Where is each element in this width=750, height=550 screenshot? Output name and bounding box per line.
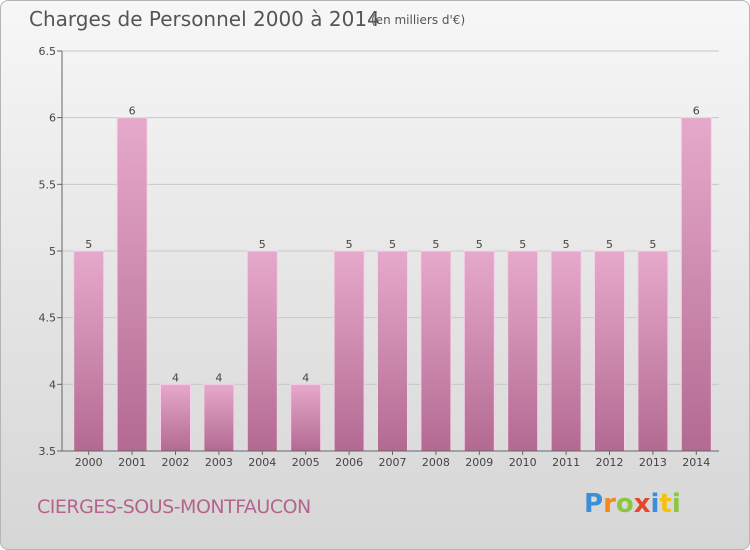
bar-value-label: 5 — [389, 238, 396, 251]
bar — [160, 383, 191, 452]
bar — [550, 250, 582, 452]
logo-letter: x — [633, 489, 651, 519]
x-tick-label: 2012 — [596, 456, 624, 469]
bar-value-label: 5 — [259, 238, 266, 251]
y-tick-label: 5.5 — [39, 178, 57, 191]
logo-letter: t — [659, 489, 672, 519]
bar — [377, 250, 408, 452]
bar — [594, 250, 625, 452]
x-tick-label: 2010 — [509, 456, 537, 469]
bar-value-label: 5 — [346, 238, 353, 251]
x-tick-label: 2002 — [162, 456, 190, 469]
bar — [420, 250, 452, 452]
bar-value-label: 5 — [519, 238, 526, 251]
bars — [73, 117, 712, 452]
bar-value-label: 6 — [129, 105, 136, 118]
chart-unit: (en milliers d'€) — [371, 13, 466, 27]
x-tick-label: 2013 — [639, 456, 667, 469]
bar-value-label: 4 — [302, 371, 309, 384]
logo-letter: o — [615, 489, 634, 519]
x-tick-label: 2005 — [292, 456, 320, 469]
bar — [507, 250, 539, 452]
logo-letter: i — [671, 489, 681, 519]
x-tick-label: 2004 — [248, 456, 276, 469]
bar-value-label: 4 — [215, 371, 222, 384]
x-tick-label: 2000 — [75, 456, 103, 469]
chart-title: Charges de Personnel 2000 à 2014 — [29, 7, 380, 31]
logo-letter: P — [584, 489, 604, 519]
x-tick-label: 2006 — [335, 456, 363, 469]
bar-value-label: 4 — [172, 371, 179, 384]
bar — [73, 250, 105, 452]
bar — [246, 250, 278, 452]
axes: 3.5 4 4.5 5 5.5 6 6.5 2000 2001 2002 2003 2004 2005 2… — [39, 45, 719, 469]
logo-letter: r — [603, 489, 616, 519]
commune-name: CIERGES-SOUS-MONTFAUCON — [37, 496, 311, 518]
bar-value-label: 5 — [432, 238, 439, 251]
proxiti-logo: Proxiti — [584, 489, 681, 519]
bar-value-label: 5 — [606, 238, 613, 251]
x-tick-label: 2008 — [422, 456, 450, 469]
y-tick-label: 5 — [49, 245, 56, 258]
bar-value-label: 5 — [649, 238, 656, 251]
x-tick-label: 2014 — [682, 456, 710, 469]
bar — [680, 117, 712, 452]
x-tick-label: 2003 — [205, 456, 233, 469]
bar — [116, 117, 148, 452]
y-tick-label: 3.5 — [39, 445, 57, 458]
y-tick-label: 4 — [49, 378, 56, 391]
x-tick-label: 2009 — [465, 456, 493, 469]
y-tick-label: 4.5 — [39, 312, 57, 325]
bar-value-label: 5 — [85, 238, 92, 251]
bar-value-label: 6 — [693, 105, 700, 118]
x-tick-label: 2007 — [379, 456, 407, 469]
bar — [637, 250, 669, 452]
logo-letter: i — [650, 489, 660, 519]
x-tick-label: 2001 — [118, 456, 146, 469]
bar — [203, 383, 235, 452]
bar-value-label: 5 — [476, 238, 483, 251]
bar-value-label: 5 — [563, 238, 570, 251]
value-labels: 5 6 4 4 5 4 5 5 5 5 5 5 5 5 6 — [85, 105, 700, 385]
x-tick-label: 2011 — [552, 456, 580, 469]
y-tick-label: 6.5 — [39, 45, 57, 58]
bar — [290, 383, 322, 452]
bar — [463, 250, 495, 452]
y-tick-label: 6 — [49, 112, 56, 125]
bar — [333, 250, 365, 452]
